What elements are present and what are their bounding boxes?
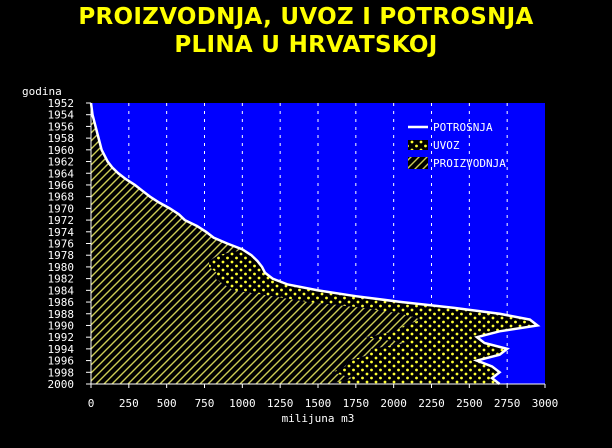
y-tick-label-1998: 1998	[48, 366, 75, 379]
y-tick-label-1956: 1956	[48, 120, 75, 133]
legend-label-uvoz: UVOZ	[433, 139, 460, 152]
y-tick-label-1978: 1978	[48, 249, 75, 262]
x-tick-label-1750: 1750	[343, 397, 370, 410]
series-proizvodnja-area	[91, 103, 421, 384]
legend-swatch-uvoz	[408, 140, 428, 150]
y-tick-label-1996: 1996	[48, 355, 75, 368]
x-tick-label-2000: 2000	[380, 397, 407, 410]
y-tick-label-1990: 1990	[48, 319, 75, 332]
y-tick-label-1952: 1952	[48, 97, 75, 110]
legend-swatch-proizvodnja	[408, 157, 428, 169]
y-tick-label-1960: 1960	[48, 144, 75, 157]
y-axis-title: godina	[22, 85, 62, 98]
y-tick-label-1962: 1962	[48, 156, 75, 169]
y-tick-label-1954: 1954	[48, 109, 75, 122]
legend: POTROSNJA UVOZ PROIZVODNJA	[408, 121, 506, 170]
y-tick-label-1988: 1988	[48, 308, 75, 321]
x-tick-label-2250: 2250	[418, 397, 445, 410]
x-tick-label-2750: 2750	[494, 397, 521, 410]
legend-label-proizvodnja: PROIZVODNJA	[433, 157, 506, 170]
y-tick-label-1980: 1980	[48, 261, 75, 274]
x-tick-label-1000: 1000	[229, 397, 256, 410]
x-axis-title: milijuna m3	[282, 412, 355, 425]
x-tick-label-1500: 1500	[305, 397, 332, 410]
y-tick-label-1976: 1976	[48, 238, 75, 251]
series-areas	[89, 102, 541, 385]
y-tick-label-1986: 1986	[48, 296, 75, 309]
x-tick-label-3000: 3000	[532, 397, 559, 410]
x-tick-label-2500: 2500	[456, 397, 483, 410]
y-tick-label-1972: 1972	[48, 214, 75, 227]
chart-title-line-2: PLINA U HRVATSKOJ	[174, 32, 438, 58]
y-tick-label-1966: 1966	[48, 179, 75, 192]
y-tick-label-1984: 1984	[48, 284, 75, 297]
y-tick-label-1974: 1974	[48, 226, 75, 239]
x-tick-label-0: 0	[88, 397, 95, 410]
y-tick-label-1964: 1964	[48, 167, 75, 180]
series-uvoz-area	[91, 103, 538, 384]
y-tick-label-1970: 1970	[48, 202, 75, 215]
x-tick-label-750: 750	[195, 397, 215, 410]
y-tick-label-1958: 1958	[48, 132, 75, 145]
legend-label-potrosnja: POTROSNJA	[433, 121, 493, 134]
y-tick-label-1968: 1968	[48, 191, 75, 204]
x-tick-label-250: 250	[119, 397, 139, 410]
y-tick-label-1982: 1982	[48, 273, 75, 286]
y-tick-label-1992: 1992	[48, 331, 75, 344]
y-tick-label-2000: 2000	[48, 378, 75, 391]
chart-title-line-1: PROIZVODNJA, UVOZ I POTROSNJA	[78, 4, 534, 30]
y-tick-label-1994: 1994	[48, 343, 75, 356]
x-tick-label-500: 500	[157, 397, 177, 410]
axes: 1952195419561958196019621964196619681970…	[48, 97, 559, 410]
x-tick-label-1250: 1250	[267, 397, 294, 410]
series-potrosnja-line	[89, 102, 541, 385]
